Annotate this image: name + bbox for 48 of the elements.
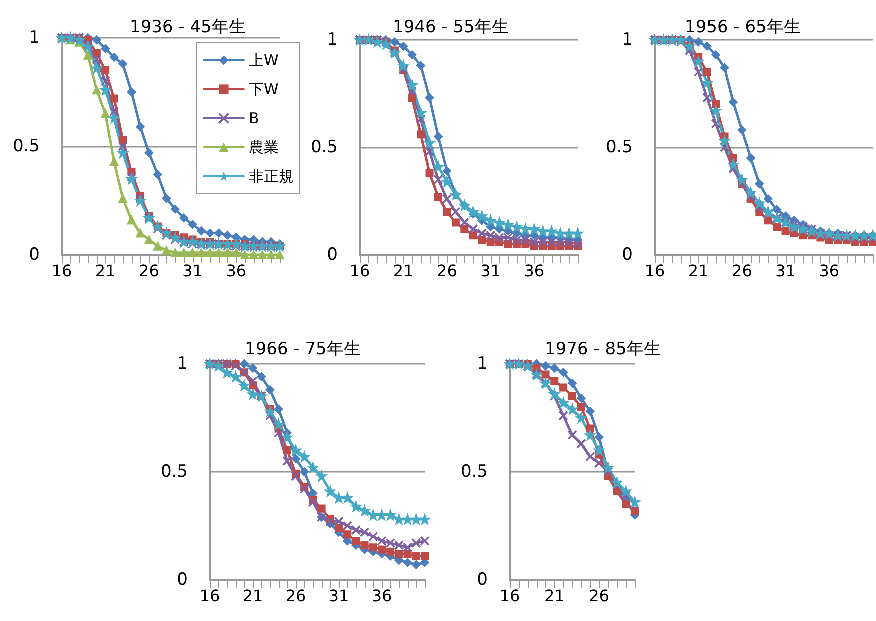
- y-tick-label: 0: [177, 570, 188, 590]
- y-tick-label: 1: [477, 354, 488, 374]
- y-tick-label: 0.5: [606, 138, 633, 158]
- chart-title: 1956 - 65年生: [685, 18, 801, 38]
- x-tick-label: 16: [350, 262, 370, 280]
- x-tick-label: 16: [200, 586, 220, 606]
- y-tick-label: 1: [327, 30, 338, 50]
- x-tick-label: 36: [226, 262, 247, 280]
- x-tick-label: 26: [732, 262, 752, 280]
- y-tick-label: 0.5: [12, 136, 40, 156]
- x-tick-label: 16: [500, 586, 520, 606]
- legend-label: 農業: [249, 138, 279, 156]
- x-tick-label: 31: [182, 262, 203, 280]
- y-tick-label: 1: [29, 28, 40, 48]
- x-tick-label: 36: [819, 262, 840, 280]
- legend-label: 非正規: [249, 168, 294, 186]
- y-tick-label: 1: [622, 30, 633, 50]
- x-tick-label: 26: [437, 262, 458, 280]
- x-tick-label: 21: [544, 586, 565, 606]
- y-tick-label: 0: [29, 245, 40, 265]
- x-tick-label: 26: [286, 586, 306, 606]
- legend-label: B: [249, 110, 260, 128]
- legend-label: 下W: [249, 80, 279, 98]
- y-tick-label: 0.5: [160, 462, 188, 482]
- y-tick-label: 0.5: [460, 462, 488, 482]
- x-tick-label: 21: [393, 262, 414, 280]
- x-tick-label: 21: [688, 262, 709, 280]
- chart-title: 1966 - 75年生: [245, 340, 361, 360]
- x-tick-label: 36: [372, 586, 392, 606]
- y-tick-label: 0.5: [310, 138, 338, 158]
- legend-label: 上W: [249, 52, 279, 70]
- y-tick-label: 0: [477, 570, 488, 590]
- chart-title: 1976 - 85年生: [545, 340, 661, 360]
- x-tick-label: 36: [524, 262, 545, 280]
- chart-title: 1936 - 45年生: [130, 18, 246, 38]
- x-tick-label: 31: [776, 262, 796, 280]
- x-tick-label: 21: [95, 262, 116, 280]
- y-tick-label: 1: [177, 354, 188, 374]
- x-tick-label: 16: [644, 262, 666, 280]
- chart-title: 1946 - 55年生: [393, 18, 509, 38]
- y-tick-label: 0: [622, 245, 633, 265]
- y-tick-label: 0: [327, 245, 338, 265]
- x-tick-label: 31: [328, 586, 350, 606]
- x-tick-label: 26: [139, 262, 160, 280]
- x-tick-label: 16: [52, 262, 72, 280]
- x-tick-label: 21: [242, 586, 264, 606]
- x-tick-label: 26: [589, 586, 610, 606]
- x-tick-label: 31: [480, 262, 501, 280]
